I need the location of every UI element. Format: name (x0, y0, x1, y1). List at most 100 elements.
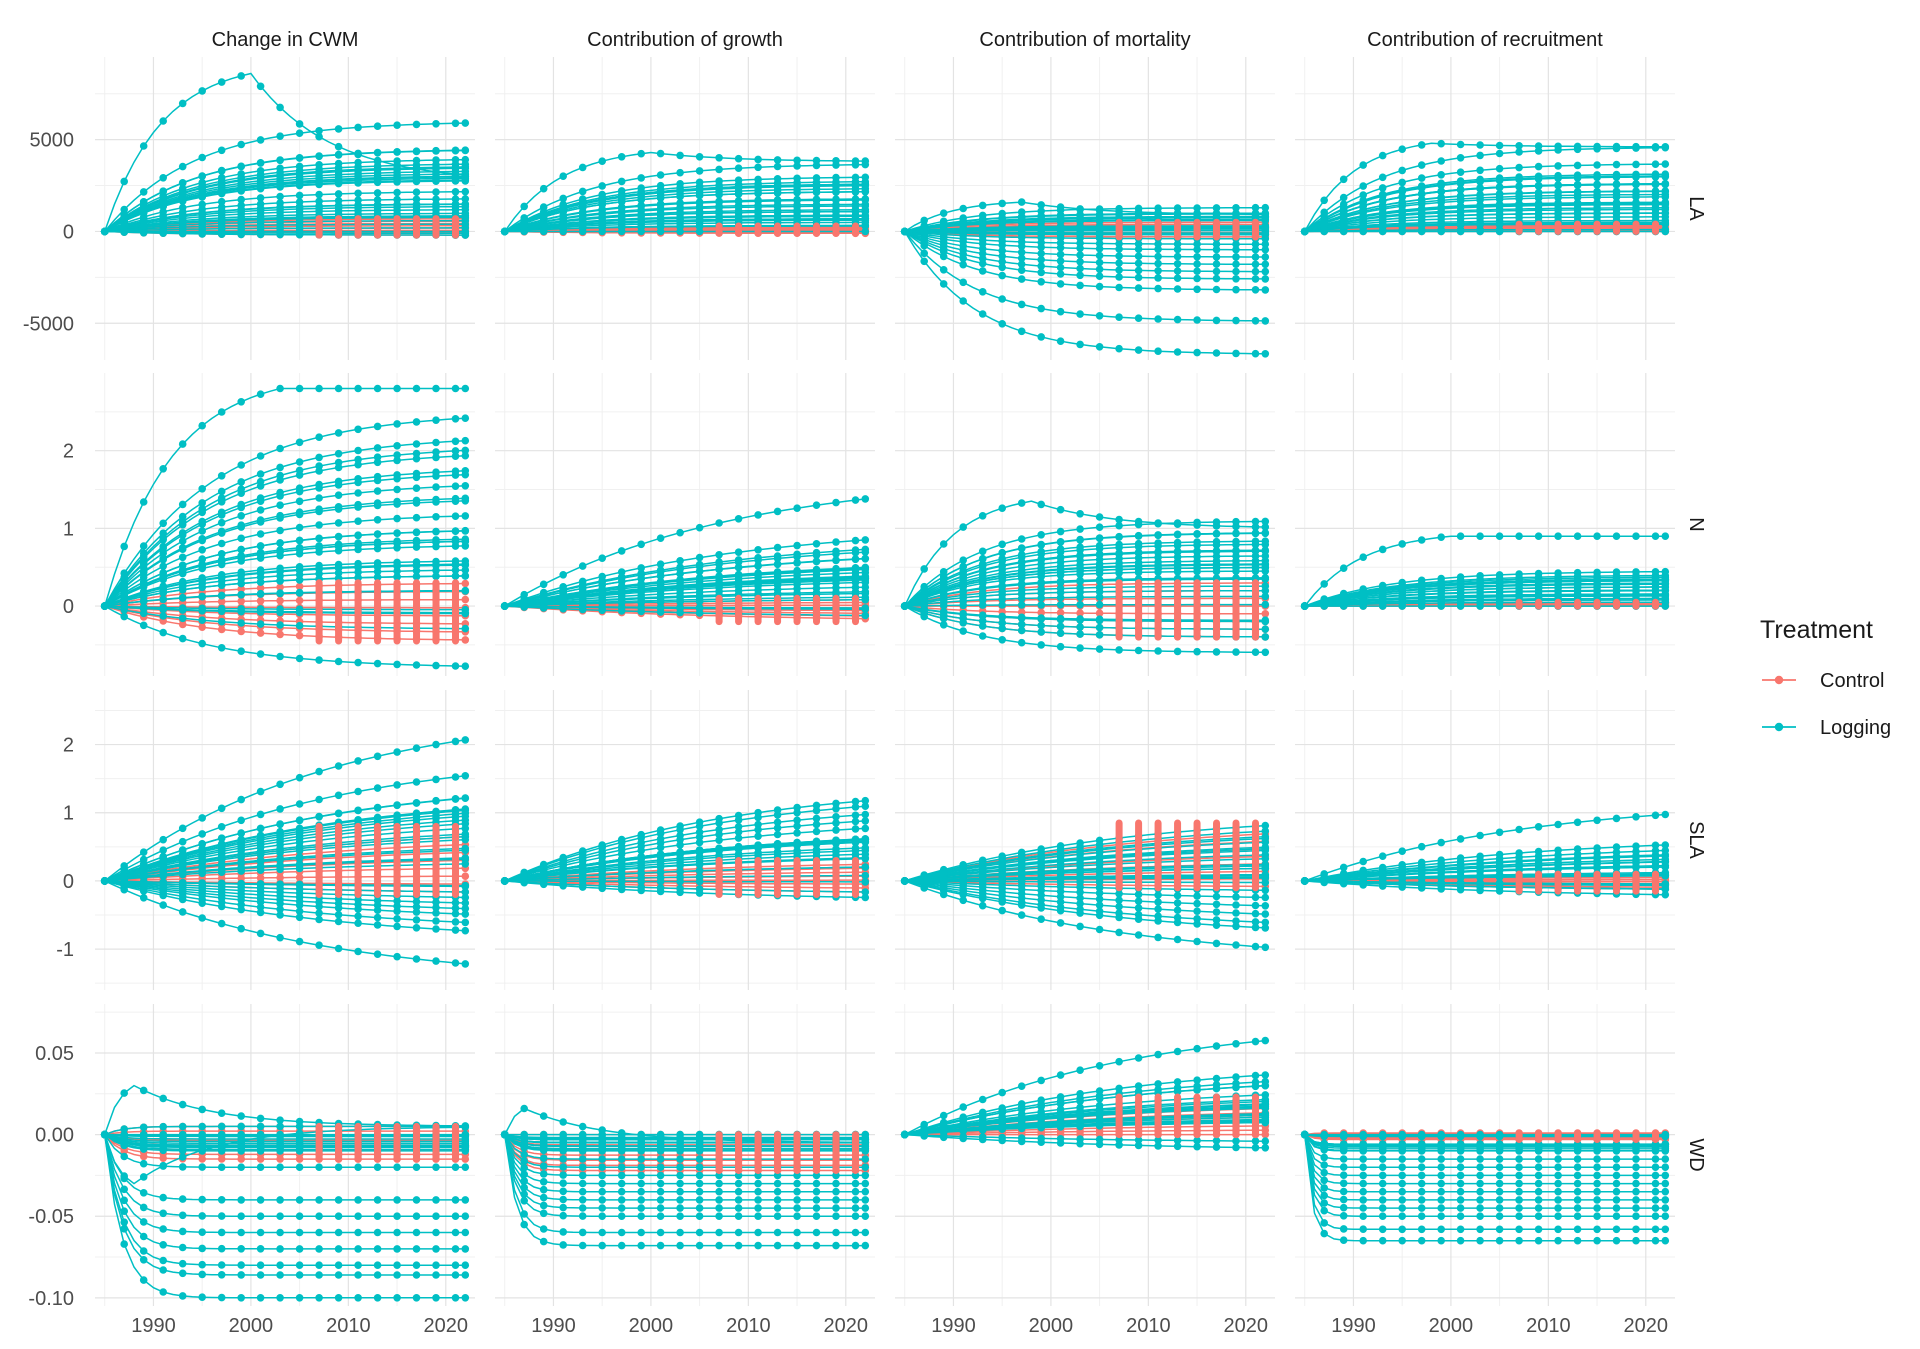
logging-series-point (257, 478, 265, 486)
logging-series-point (696, 604, 704, 612)
logging-series-point (832, 161, 840, 169)
logging-series-point (413, 497, 421, 505)
logging-series-point (218, 592, 226, 600)
logging-series-point (1652, 200, 1660, 208)
logging-series-point (676, 169, 684, 177)
logging-series-point (1076, 251, 1084, 259)
logging-series-point (159, 605, 167, 613)
logging-series-point (1232, 286, 1240, 294)
logging-series-point (413, 418, 421, 426)
logging-series-point (257, 215, 265, 223)
logging-series-point (432, 439, 440, 447)
logging-series-point (198, 505, 206, 513)
logging-series-point (1213, 286, 1221, 294)
logging-series-point (637, 571, 645, 579)
logging-series-point (813, 540, 821, 548)
logging-series-point (1496, 220, 1504, 228)
logging-series-point (1252, 286, 1260, 294)
logging-series-point (218, 472, 226, 480)
logging-series-point (862, 181, 870, 189)
logging-series-point (335, 125, 343, 133)
logging-series-point (1213, 268, 1221, 276)
logging-series-point (354, 150, 362, 158)
logging-series-point (179, 544, 187, 552)
logging-series-point (852, 181, 860, 189)
logging-series-point (198, 555, 206, 563)
logging-series-point (1574, 181, 1582, 189)
logging-series-point (354, 501, 362, 509)
logging-series-point (1418, 221, 1426, 229)
logging-series-point (462, 662, 470, 670)
logging-series-point (374, 487, 382, 495)
logging-series-point (540, 581, 548, 589)
logging-series-point (462, 587, 470, 595)
logging-series-point (676, 222, 684, 230)
logging-series-point (1037, 501, 1045, 509)
logging-series-point (237, 647, 245, 655)
logging-series-point (237, 72, 245, 80)
logging-series-point (296, 622, 304, 630)
logging-series-point (237, 512, 245, 520)
logging-series-point (657, 597, 665, 605)
logging-series-point (920, 250, 928, 258)
logging-series-point (140, 188, 148, 196)
logging-series-point (920, 258, 928, 266)
logging-series-point (1437, 140, 1445, 148)
y-tick-label: 1 (63, 518, 74, 540)
logging-series-point (218, 607, 226, 615)
logging-series-point (657, 171, 665, 179)
logging-series-point (735, 155, 743, 163)
logging-series-point (140, 560, 148, 568)
logging-series-point (237, 485, 245, 493)
logging-series-point (315, 521, 323, 529)
logging-series-point (1379, 174, 1387, 182)
logging-series-point (520, 218, 528, 226)
logging-series-point (1135, 521, 1143, 529)
logging-series-point (432, 164, 440, 172)
logging-series-point (159, 544, 167, 552)
logging-series-point (1379, 184, 1387, 192)
logging-series-point (1418, 182, 1426, 190)
logging-series-point (432, 200, 440, 208)
logging-series-point (179, 635, 187, 643)
logging-series-point (1154, 315, 1162, 323)
logging-series-point (393, 148, 401, 156)
logging-series-point (735, 558, 743, 566)
logging-series-point (959, 523, 967, 531)
logging-series-point (813, 568, 821, 576)
logging-series-point (1115, 522, 1123, 530)
logging-series-point (1096, 252, 1104, 260)
logging-series-point (452, 163, 460, 171)
logging-series-point (1457, 154, 1465, 162)
logging-series-point (237, 228, 245, 236)
logging-series-point (452, 438, 460, 446)
logging-series-point (862, 536, 870, 544)
logging-series-point (257, 570, 265, 578)
logging-series-point (218, 147, 226, 155)
logging-series-point (715, 166, 723, 174)
logging-series-point (774, 578, 782, 586)
facet-panel (95, 373, 475, 676)
logging-series-point (432, 483, 440, 491)
logging-series-point (296, 508, 304, 516)
logging-series-point (618, 213, 626, 221)
logging-series-point (1554, 181, 1562, 189)
logging-series-point (1574, 171, 1582, 179)
logging-series-point (1115, 259, 1123, 267)
logging-series-point (852, 566, 860, 574)
logging-series-point (998, 200, 1006, 208)
logging-series-point (335, 519, 343, 527)
logging-series-point (354, 517, 362, 525)
logging-series-point (276, 132, 284, 140)
logging-series-point (374, 660, 382, 668)
logging-series-point (237, 478, 245, 486)
logging-series-point (559, 594, 567, 602)
logging-series-point (1437, 180, 1445, 188)
logging-series-point (657, 188, 665, 196)
logging-series-point (354, 564, 362, 572)
logging-series-point (852, 496, 860, 504)
logging-series-point (1174, 260, 1182, 268)
logging-series-point (1652, 160, 1660, 168)
logging-series-point (1057, 280, 1065, 288)
logging-series-point (1174, 316, 1182, 324)
